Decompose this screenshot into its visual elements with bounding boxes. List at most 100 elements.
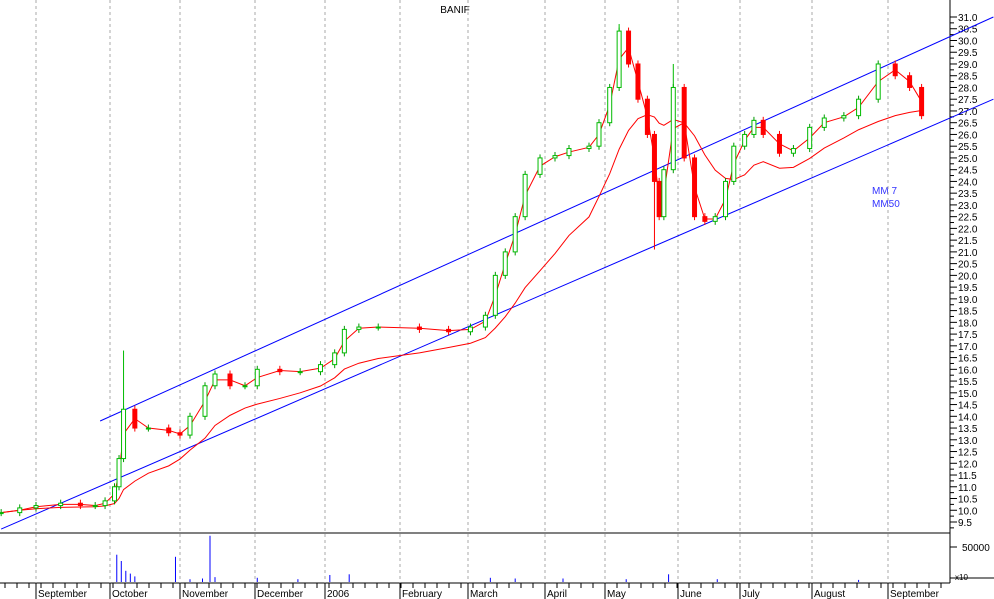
y-tick-label: 31.0 [958,13,978,24]
candle-body [776,133,782,154]
y-tick-label: 28.5 [958,72,978,83]
candle-body [723,180,729,218]
candle-body [566,148,572,157]
candle-body [807,126,813,150]
legend-mm50: MM50 [872,199,900,210]
y-tick-label: 17.0 [958,342,978,353]
candle-body [651,133,657,182]
y-tick-label: 30.0 [958,36,978,47]
candle-body [875,63,881,100]
y-tick-label: 13.5 [958,424,978,435]
candle-body [116,458,122,488]
y-tick-label: 19.0 [958,295,978,306]
candle-body [681,86,687,159]
candle-body [102,500,108,507]
candle-body [512,216,518,253]
y-tick-label: 14.5 [958,401,978,412]
y-tick-label: 13.0 [958,436,978,447]
candle-body [17,507,23,514]
candle-body [607,86,613,124]
candle-body [166,427,172,434]
y-tick-label: 9.5 [958,518,972,529]
candle-body [212,373,218,387]
candle-body [596,122,602,147]
y-tick-label: 11.0 [958,483,977,494]
channel-trendline [99,16,994,422]
y-tick-label: 22.0 [958,224,978,235]
month-label: April [547,589,567,599]
y-tick-label: 29.0 [958,60,978,71]
y-tick-label: 16.0 [958,365,978,376]
legend-mm7: MM 7 [872,186,897,197]
candle-body [242,385,248,388]
candle-body [616,30,622,88]
candle-body [297,371,303,374]
month-label: December [257,589,304,599]
candle-body [202,385,208,417]
candle-body [317,364,323,373]
y-tick-label: 20.0 [958,271,978,282]
y-tick-label: 10.0 [958,506,978,517]
month-label: July [742,589,760,599]
candle-body [856,98,862,117]
y-tick-label: 29.5 [958,48,978,59]
candle-body [145,427,151,430]
y-tick-label: 24.5 [958,166,978,177]
y-tick-label: 21.5 [958,236,978,247]
month-label: March [470,589,498,599]
y-tick-label: 25.5 [958,142,978,153]
y-tick-label: 18.0 [958,318,978,329]
y-tick-label: 10.5 [958,495,978,506]
y-tick-label: 15.5 [958,377,978,388]
candle-body [177,432,183,436]
y-tick-label: 23.5 [958,189,978,200]
y-tick-label: 25.0 [958,154,978,165]
candle-body [227,373,233,387]
month-label: September [38,589,88,599]
candle-body [92,505,98,508]
y-tick-label: 24.0 [958,177,978,188]
candle-body [492,274,498,316]
month-label: August [814,589,845,599]
candle-body [552,155,558,159]
candle-body [332,352,338,366]
candle-body [841,115,847,119]
candle-body [77,502,83,507]
mm50-line [1,109,922,514]
candle-body [33,505,39,509]
candle-body [416,326,422,330]
candle-body [712,216,718,222]
candle-body [661,169,667,218]
candle-body [356,326,362,330]
candle-body [760,119,766,135]
candle-body [112,486,118,502]
candle-body [341,328,347,354]
month-label: September [890,589,940,599]
y-tick-label: 12.0 [958,459,978,470]
candle-body [522,173,528,218]
month-label: October [112,589,148,599]
volume-tick-label: 50000 [962,543,990,554]
candle-body [121,408,127,460]
mm7-line [1,46,923,514]
month-label: June [680,589,702,599]
y-tick-label: 20.5 [958,260,978,271]
y-tick-label: 21.0 [958,248,978,259]
month-label: 2006 [327,589,350,599]
y-tick-label: 15.0 [958,389,978,400]
y-tick-label: 30.5 [958,25,978,36]
candle-body [58,502,64,507]
candle-body [586,145,592,150]
candle-body [187,415,193,436]
month-label: November [182,589,229,599]
y-tick-label: 17.5 [958,330,978,341]
candle-body [502,251,508,276]
y-tick-label: 26.5 [958,119,978,130]
y-tick-label: 28.0 [958,83,978,94]
y-tick-label: 23.0 [958,201,978,212]
candle-body [375,326,381,329]
candle-body [277,368,283,373]
candle-body [254,368,260,387]
candle-body [656,180,662,218]
